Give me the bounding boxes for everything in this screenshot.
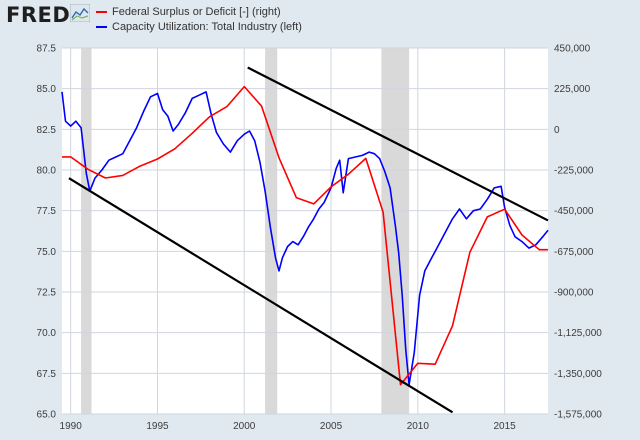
legend-item-capacity-utilization: Capacity Utilization: Total Industry (le… (96, 19, 302, 34)
right-axis-tick-label: 225,000 (554, 84, 591, 95)
right-axis-tick-label: -1,575,000 (554, 410, 602, 421)
left-axis-tick-label: 67.5 (37, 369, 57, 380)
plot-background (62, 48, 548, 414)
x-axis-tick-label: 2005 (320, 421, 343, 432)
left-axis-tick-label: 65.0 (37, 410, 57, 421)
right-axis-tick-label: -1,350,000 (554, 369, 602, 380)
fred-logo: FRED (6, 3, 71, 27)
right-axis-tick-label: -225,000 (554, 166, 594, 177)
left-axis-tick-label: 82.5 (37, 125, 57, 136)
x-axis-tick-label: 2000 (233, 421, 256, 432)
right-axis-tick-label: 450,000 (554, 44, 591, 55)
x-axis-tick-label: 1995 (146, 421, 169, 432)
right-axis-tick-label: -450,000 (554, 206, 594, 217)
left-axis-tick-label: 75.0 (37, 247, 57, 258)
legend-label-capacity-utilization: Capacity Utilization: Total Industry (le… (112, 20, 302, 33)
x-axis-tick-label: 2010 (407, 421, 430, 432)
x-axis-tick-label: 2015 (493, 421, 516, 432)
chart-legend: Federal Surplus or Deficit [-] (right) C… (96, 4, 302, 34)
legend-label-federal-surplus: Federal Surplus or Deficit [-] (right) (112, 5, 281, 18)
right-axis-tick-label: -900,000 (554, 288, 594, 299)
legend-swatch-red (96, 10, 107, 13)
recession-band (81, 48, 92, 414)
legend-swatch-blue (96, 25, 107, 28)
chart-header: FRED Federal Surplus or Deficit [-] (rig… (0, 0, 640, 40)
right-axis-tick-label: -1,125,000 (554, 328, 602, 339)
left-axis-tick-label: 87.5 (37, 44, 57, 55)
upper-trend-line (247, 66, 549, 222)
right-axis-tick-label: -675,000 (554, 247, 594, 258)
right-axis-tick-label: 0 (554, 125, 560, 136)
left-axis-tick-label: 72.5 (37, 288, 57, 299)
federal-surplus-line (62, 85, 548, 386)
lower-trend-line (68, 177, 454, 414)
legend-item-federal-surplus: Federal Surplus or Deficit [-] (right) (96, 4, 302, 19)
left-axis-tick-label: 85.0 (37, 84, 57, 95)
left-axis-tick-label: 80.0 (37, 166, 57, 177)
capacity-utilization-line (61, 91, 549, 386)
x-axis-tick-label: 1990 (60, 421, 83, 432)
fred-chart-icon (70, 4, 90, 22)
left-axis-tick-label: 77.5 (37, 206, 57, 217)
left-axis-tick-label: 70.0 (37, 328, 57, 339)
